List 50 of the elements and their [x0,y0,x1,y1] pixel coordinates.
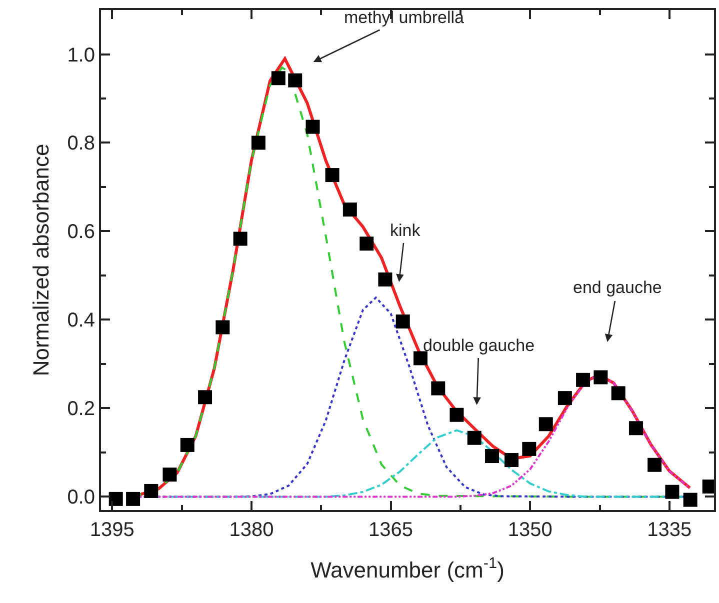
point [342,202,357,217]
y-tick-label: 0.6 [67,221,95,244]
y-axis-title: Normalized absorbance [28,144,54,376]
point [648,458,662,472]
point [360,236,374,251]
point [126,492,140,506]
x-tick-label: 1365 [368,519,414,541]
point [288,73,302,88]
point [431,381,446,396]
point [306,120,320,134]
point [216,320,230,334]
point [683,492,698,507]
annotation: kink [390,221,421,240]
point [576,372,590,387]
y-tick-label: 0.2 [67,398,95,420]
y-tick-label: 0.4 [67,310,95,332]
point [558,391,572,406]
y-tick-label: 1.0 [67,44,95,66]
point [325,168,340,182]
y-tick-label: 0.0 [67,486,95,509]
x-axis-title: Wavenumber (cm$^{-1}$) [310,555,504,582]
x-tick-label: 1350 [508,519,552,541]
point [198,390,212,404]
point [450,408,464,422]
point [628,421,643,436]
x-tick-label: 1395 [90,519,134,541]
point [504,453,519,467]
point [485,449,500,464]
point [180,438,194,452]
point [396,314,410,328]
point [522,442,536,456]
x-tick-label: 1380 [229,519,274,541]
point [594,370,608,384]
point [144,484,158,498]
point [162,468,177,482]
y-tick-label: 0.8 [67,132,95,155]
point [414,351,428,366]
point [378,272,392,286]
point [467,430,482,445]
point [233,232,248,246]
point [665,484,680,499]
point [108,492,123,506]
annotation: methyl umbrella [344,8,465,27]
x-tick-label: 1335 [647,519,692,541]
point [271,71,286,86]
point [611,386,626,400]
annotation: end gauche [573,278,662,297]
point [251,136,266,150]
annotation: double gauche [423,336,535,355]
point [538,417,553,432]
